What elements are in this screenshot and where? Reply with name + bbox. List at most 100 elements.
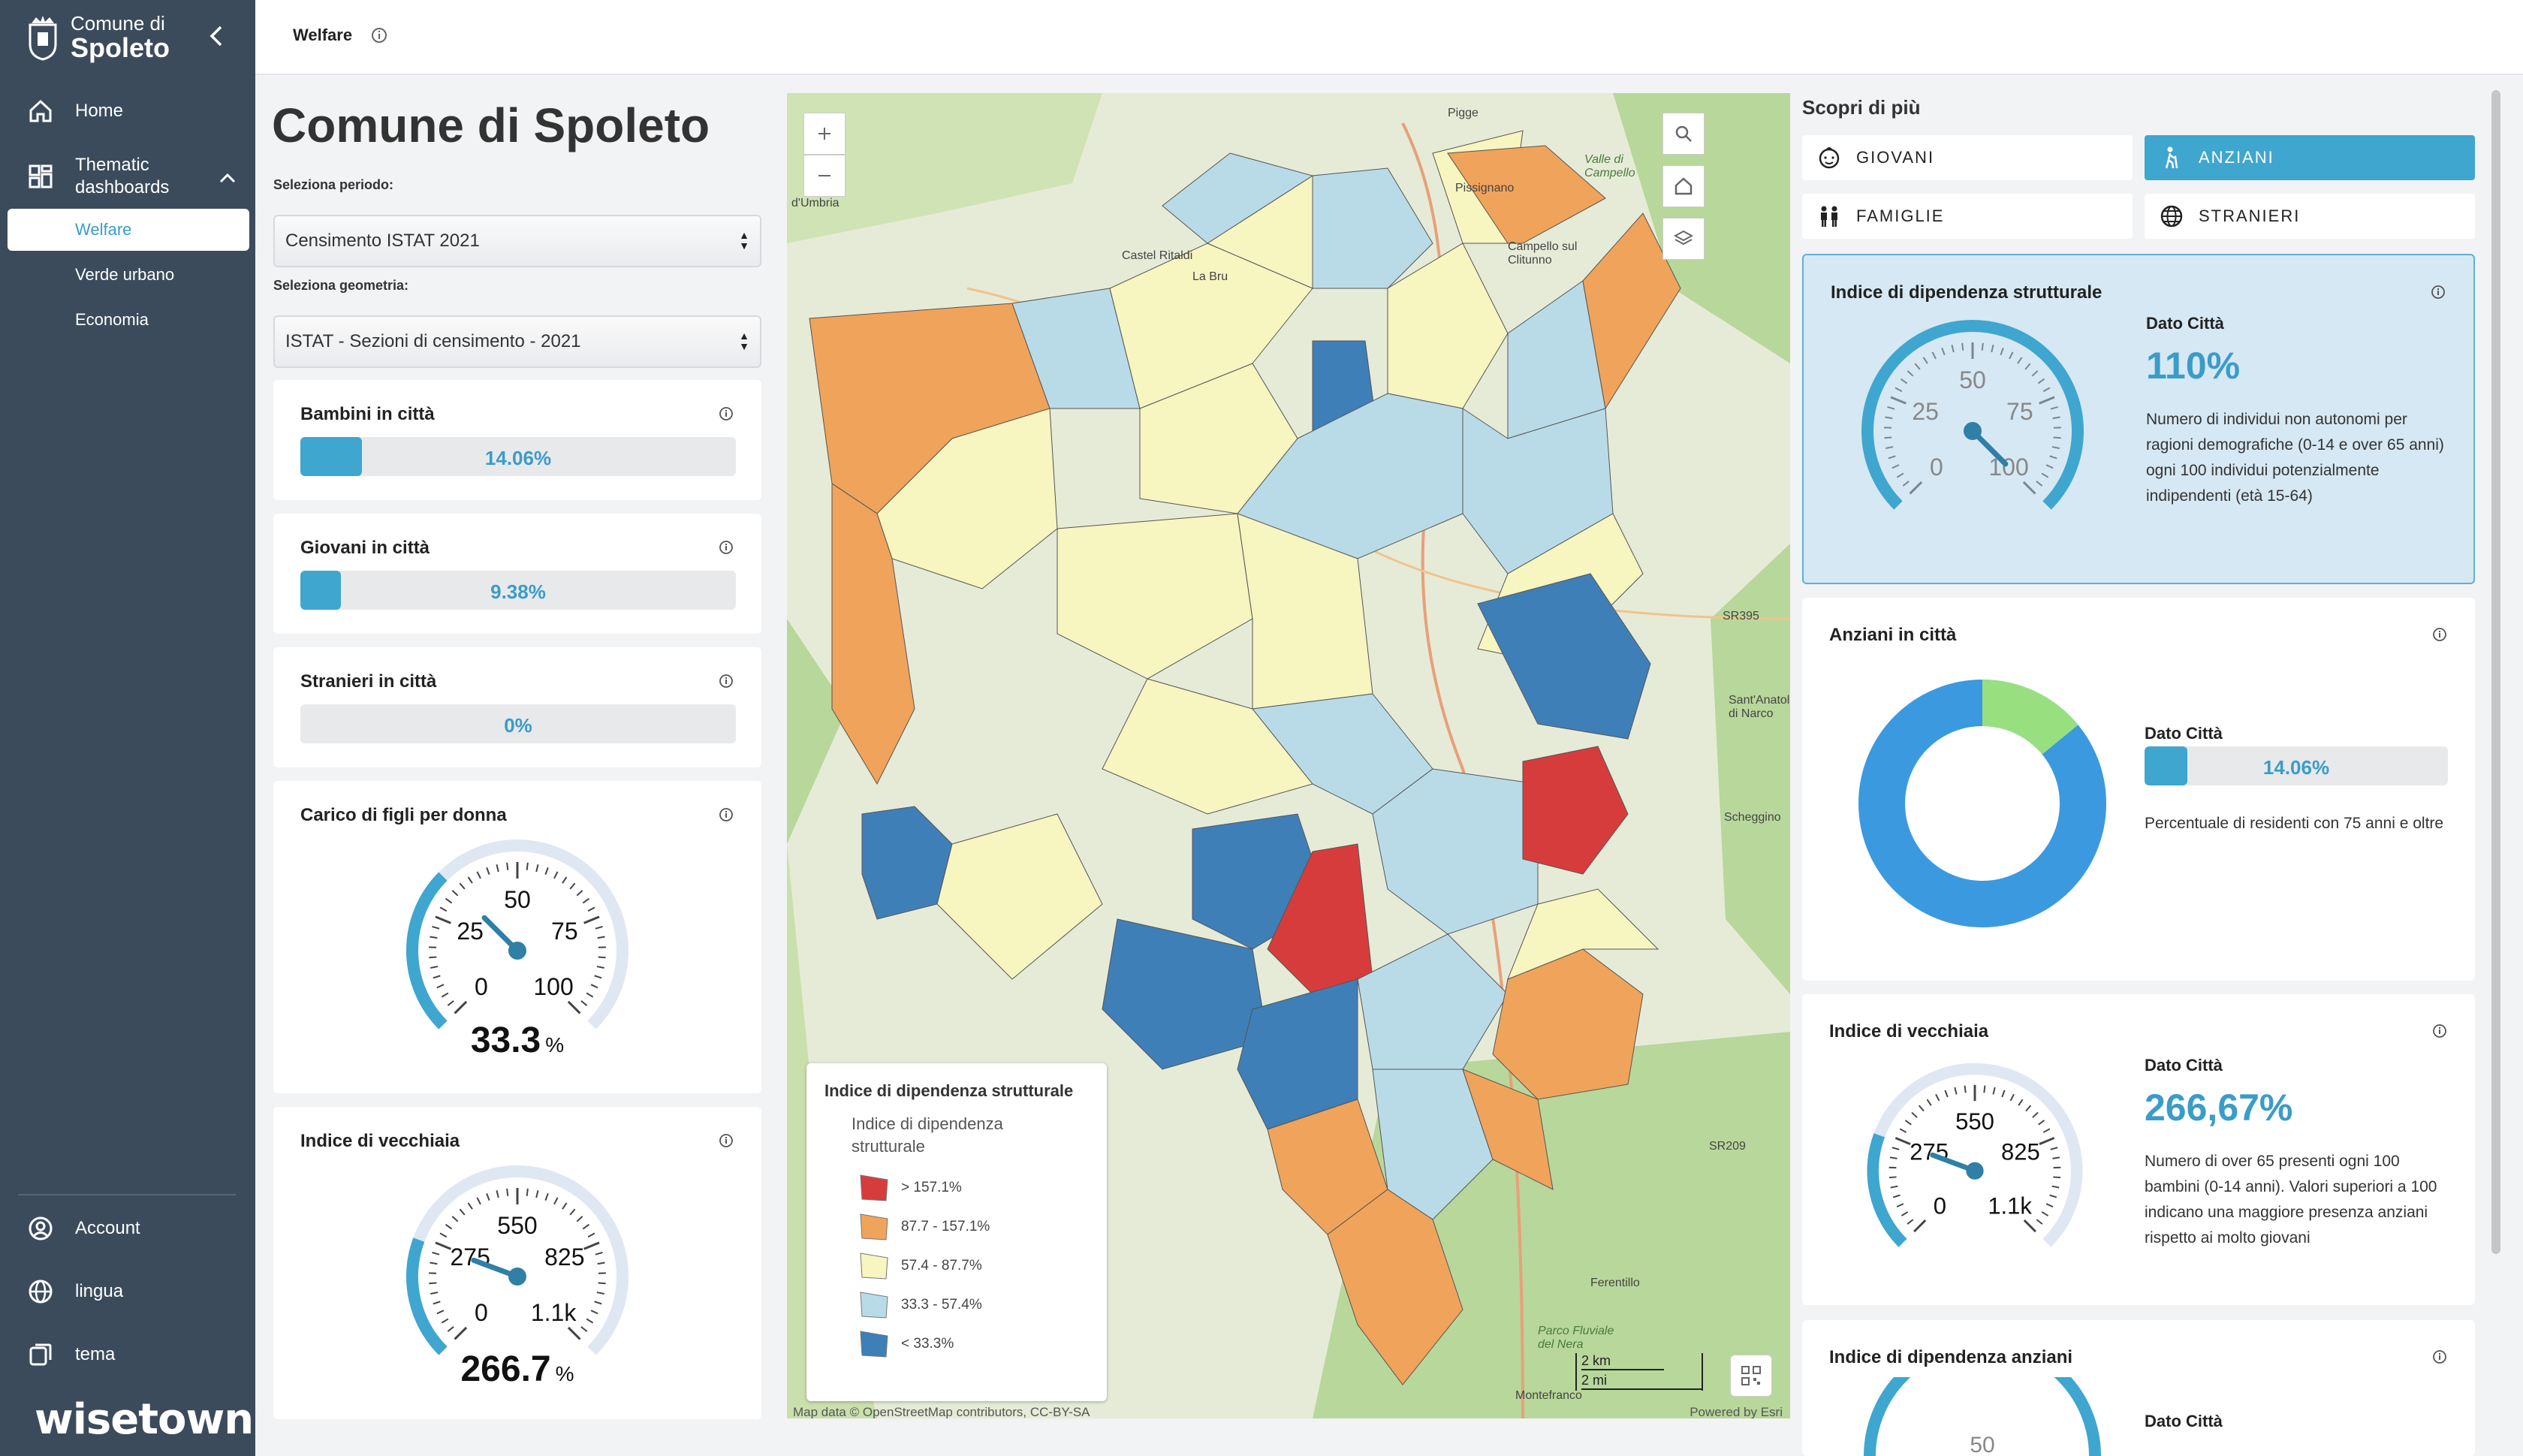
gauge-tick bbox=[2050, 1147, 2058, 1150]
gauge-tick bbox=[1892, 1194, 1901, 1198]
info-icon[interactable] bbox=[2431, 1349, 2448, 1365]
info-icon[interactable] bbox=[718, 806, 734, 823]
gauge-tick bbox=[596, 966, 604, 969]
info-icon[interactable] bbox=[2431, 626, 2448, 643]
crest-icon bbox=[29, 16, 57, 61]
geometry-select[interactable]: ISTAT - Sezioni di censimento - 2021 ▲ ▼ bbox=[273, 315, 761, 368]
map[interactable]: Pigge Pissignano Castel Ritaldi La Bru C… bbox=[787, 93, 1790, 1418]
topic-giovani[interactable]: GIOVANI bbox=[1802, 135, 2133, 180]
scale-bar: 2 km 2 mi bbox=[1575, 1353, 1703, 1391]
progress-value: 0% bbox=[504, 714, 532, 737]
scale-mi: 2 mi bbox=[1581, 1373, 1702, 1390]
gauge-tick bbox=[1885, 446, 1894, 450]
map-attribution[interactable]: Map data © OpenStreetMap contributors, C… bbox=[793, 1405, 1090, 1418]
gauge-tick bbox=[441, 1318, 449, 1324]
info-icon[interactable] bbox=[2430, 284, 2446, 300]
card-title: Anziani in città bbox=[1829, 625, 1957, 645]
gauge-tick bbox=[486, 867, 490, 876]
topic-stranieri[interactable]: STRANIERI bbox=[2145, 194, 2475, 239]
gauge-tick bbox=[476, 1197, 481, 1205]
progress-value: 9.38% bbox=[490, 580, 546, 603]
nav-home[interactable]: Home bbox=[0, 89, 255, 134]
search-map-button[interactable] bbox=[1662, 113, 1705, 155]
card-description: Percentuale di residenti con 75 anni e o… bbox=[2145, 815, 2444, 832]
nav-sub-welfare[interactable]: Welfare bbox=[8, 209, 249, 251]
period-select[interactable]: Censimento ISTAT 2021 ▲ ▼ bbox=[273, 215, 761, 267]
qr-code-icon bbox=[1741, 1366, 1761, 1385]
gauge-tick bbox=[459, 1208, 466, 1216]
nav-sub-verde-urbano[interactable]: Verde urbano bbox=[75, 265, 175, 284]
topic-anziani[interactable]: ANZIANI bbox=[2145, 135, 2475, 180]
gauge-fill bbox=[1867, 1133, 1907, 1247]
gauge-tick bbox=[582, 1223, 590, 1230]
dato-label: Dato Città bbox=[2145, 724, 2223, 743]
scrollbar[interactable] bbox=[2491, 90, 2500, 1254]
gauge-tick bbox=[1911, 1111, 1918, 1118]
gauge-needle-hub bbox=[508, 1268, 526, 1286]
place-label: Pigge bbox=[1448, 107, 1479, 119]
nav-tema[interactable]: tema bbox=[0, 1332, 255, 1377]
gauge-tick bbox=[553, 1197, 559, 1205]
nav-thematic-dashboards[interactable]: Thematic dashboards bbox=[0, 150, 255, 203]
zoom-in-button[interactable] bbox=[803, 113, 846, 155]
gauge-tick bbox=[2036, 1219, 2043, 1225]
gauge-tick bbox=[569, 1208, 576, 1216]
gauge-tick bbox=[2009, 1093, 2015, 1102]
gauge-tick bbox=[1896, 472, 1904, 478]
powered-by[interactable]: Powered by Esri bbox=[1690, 1405, 1783, 1418]
gauge-tick bbox=[562, 876, 568, 884]
legend-label: 87.7 - 157.1% bbox=[901, 1219, 990, 1234]
gauge-tick bbox=[590, 984, 598, 989]
progress-bar: 14.06% bbox=[2145, 746, 2448, 785]
gauge-tick bbox=[1890, 1185, 1898, 1189]
minus-icon bbox=[818, 175, 830, 176]
info-icon[interactable] bbox=[718, 673, 734, 689]
gauge-tick bbox=[2039, 1137, 2055, 1145]
layers-map-button[interactable] bbox=[1662, 218, 1705, 260]
nav-account[interactable]: Account bbox=[0, 1206, 255, 1251]
card-title: Indice di dipendenza strutturale bbox=[1831, 282, 2102, 303]
gauge-tick-label: 50 bbox=[1970, 1433, 1994, 1456]
period-select-value: Censimento ISTAT 2021 bbox=[285, 231, 480, 251]
legend-label: 33.3 - 57.4% bbox=[901, 1297, 982, 1313]
gauge-tick bbox=[445, 897, 453, 904]
gauge-needle-hub bbox=[508, 942, 526, 960]
gauge-tick-label: 0 bbox=[1934, 1193, 1946, 1219]
legend-item: 33.3 - 57.4% bbox=[859, 1290, 982, 1320]
gauge-tick bbox=[1891, 1147, 1900, 1150]
legend-item: 87.7 - 157.1% bbox=[859, 1212, 990, 1242]
nav-lingua[interactable]: lingua bbox=[0, 1269, 255, 1314]
card-bambini-title: Bambini in città bbox=[300, 404, 435, 424]
topic-famiglie[interactable]: FAMIGLIE bbox=[1802, 194, 2133, 239]
gauge-tick bbox=[467, 1202, 473, 1210]
info-icon[interactable] bbox=[2431, 1023, 2448, 1039]
gauge-tick bbox=[486, 1192, 490, 1201]
zoom-out-button[interactable] bbox=[803, 155, 846, 197]
dato-label: Dato Città bbox=[2145, 1412, 2223, 1430]
gauge-tick bbox=[582, 897, 590, 904]
gauge-value-number: 266.7 bbox=[460, 1349, 551, 1389]
info-icon[interactable] bbox=[718, 539, 734, 556]
gauge-tick bbox=[1918, 1105, 1925, 1112]
logo[interactable]: Comune di Spoleto bbox=[26, 14, 170, 62]
gauge-tick bbox=[433, 975, 441, 979]
nav-sub-economia[interactable]: Economia bbox=[75, 310, 149, 329]
gauge-tick bbox=[1909, 481, 1923, 495]
place-label: d'Umbria bbox=[791, 197, 839, 210]
gauge-tick-label: 550 bbox=[497, 1212, 537, 1239]
plus-icon bbox=[818, 128, 830, 140]
progress-bar: 9.38% bbox=[300, 571, 736, 610]
gauge-tick bbox=[587, 906, 595, 912]
info-icon[interactable] bbox=[369, 26, 389, 45]
census-zones[interactable] bbox=[809, 130, 1681, 1385]
info-icon[interactable] bbox=[718, 405, 734, 422]
home-map-button[interactable] bbox=[1662, 165, 1705, 207]
progress-value: 14.06% bbox=[484, 447, 552, 469]
info-icon[interactable] bbox=[718, 1132, 734, 1149]
gauge-tick bbox=[544, 1192, 549, 1201]
topic-label: STRANIERI bbox=[2199, 206, 2301, 225]
collapse-sidebar-button[interactable] bbox=[204, 21, 228, 51]
legend-subtitle: Indice di dipendenza strutturale bbox=[852, 1114, 1003, 1156]
gauge-tick bbox=[2000, 347, 2004, 356]
qr-code-button[interactable] bbox=[1730, 1355, 1772, 1397]
